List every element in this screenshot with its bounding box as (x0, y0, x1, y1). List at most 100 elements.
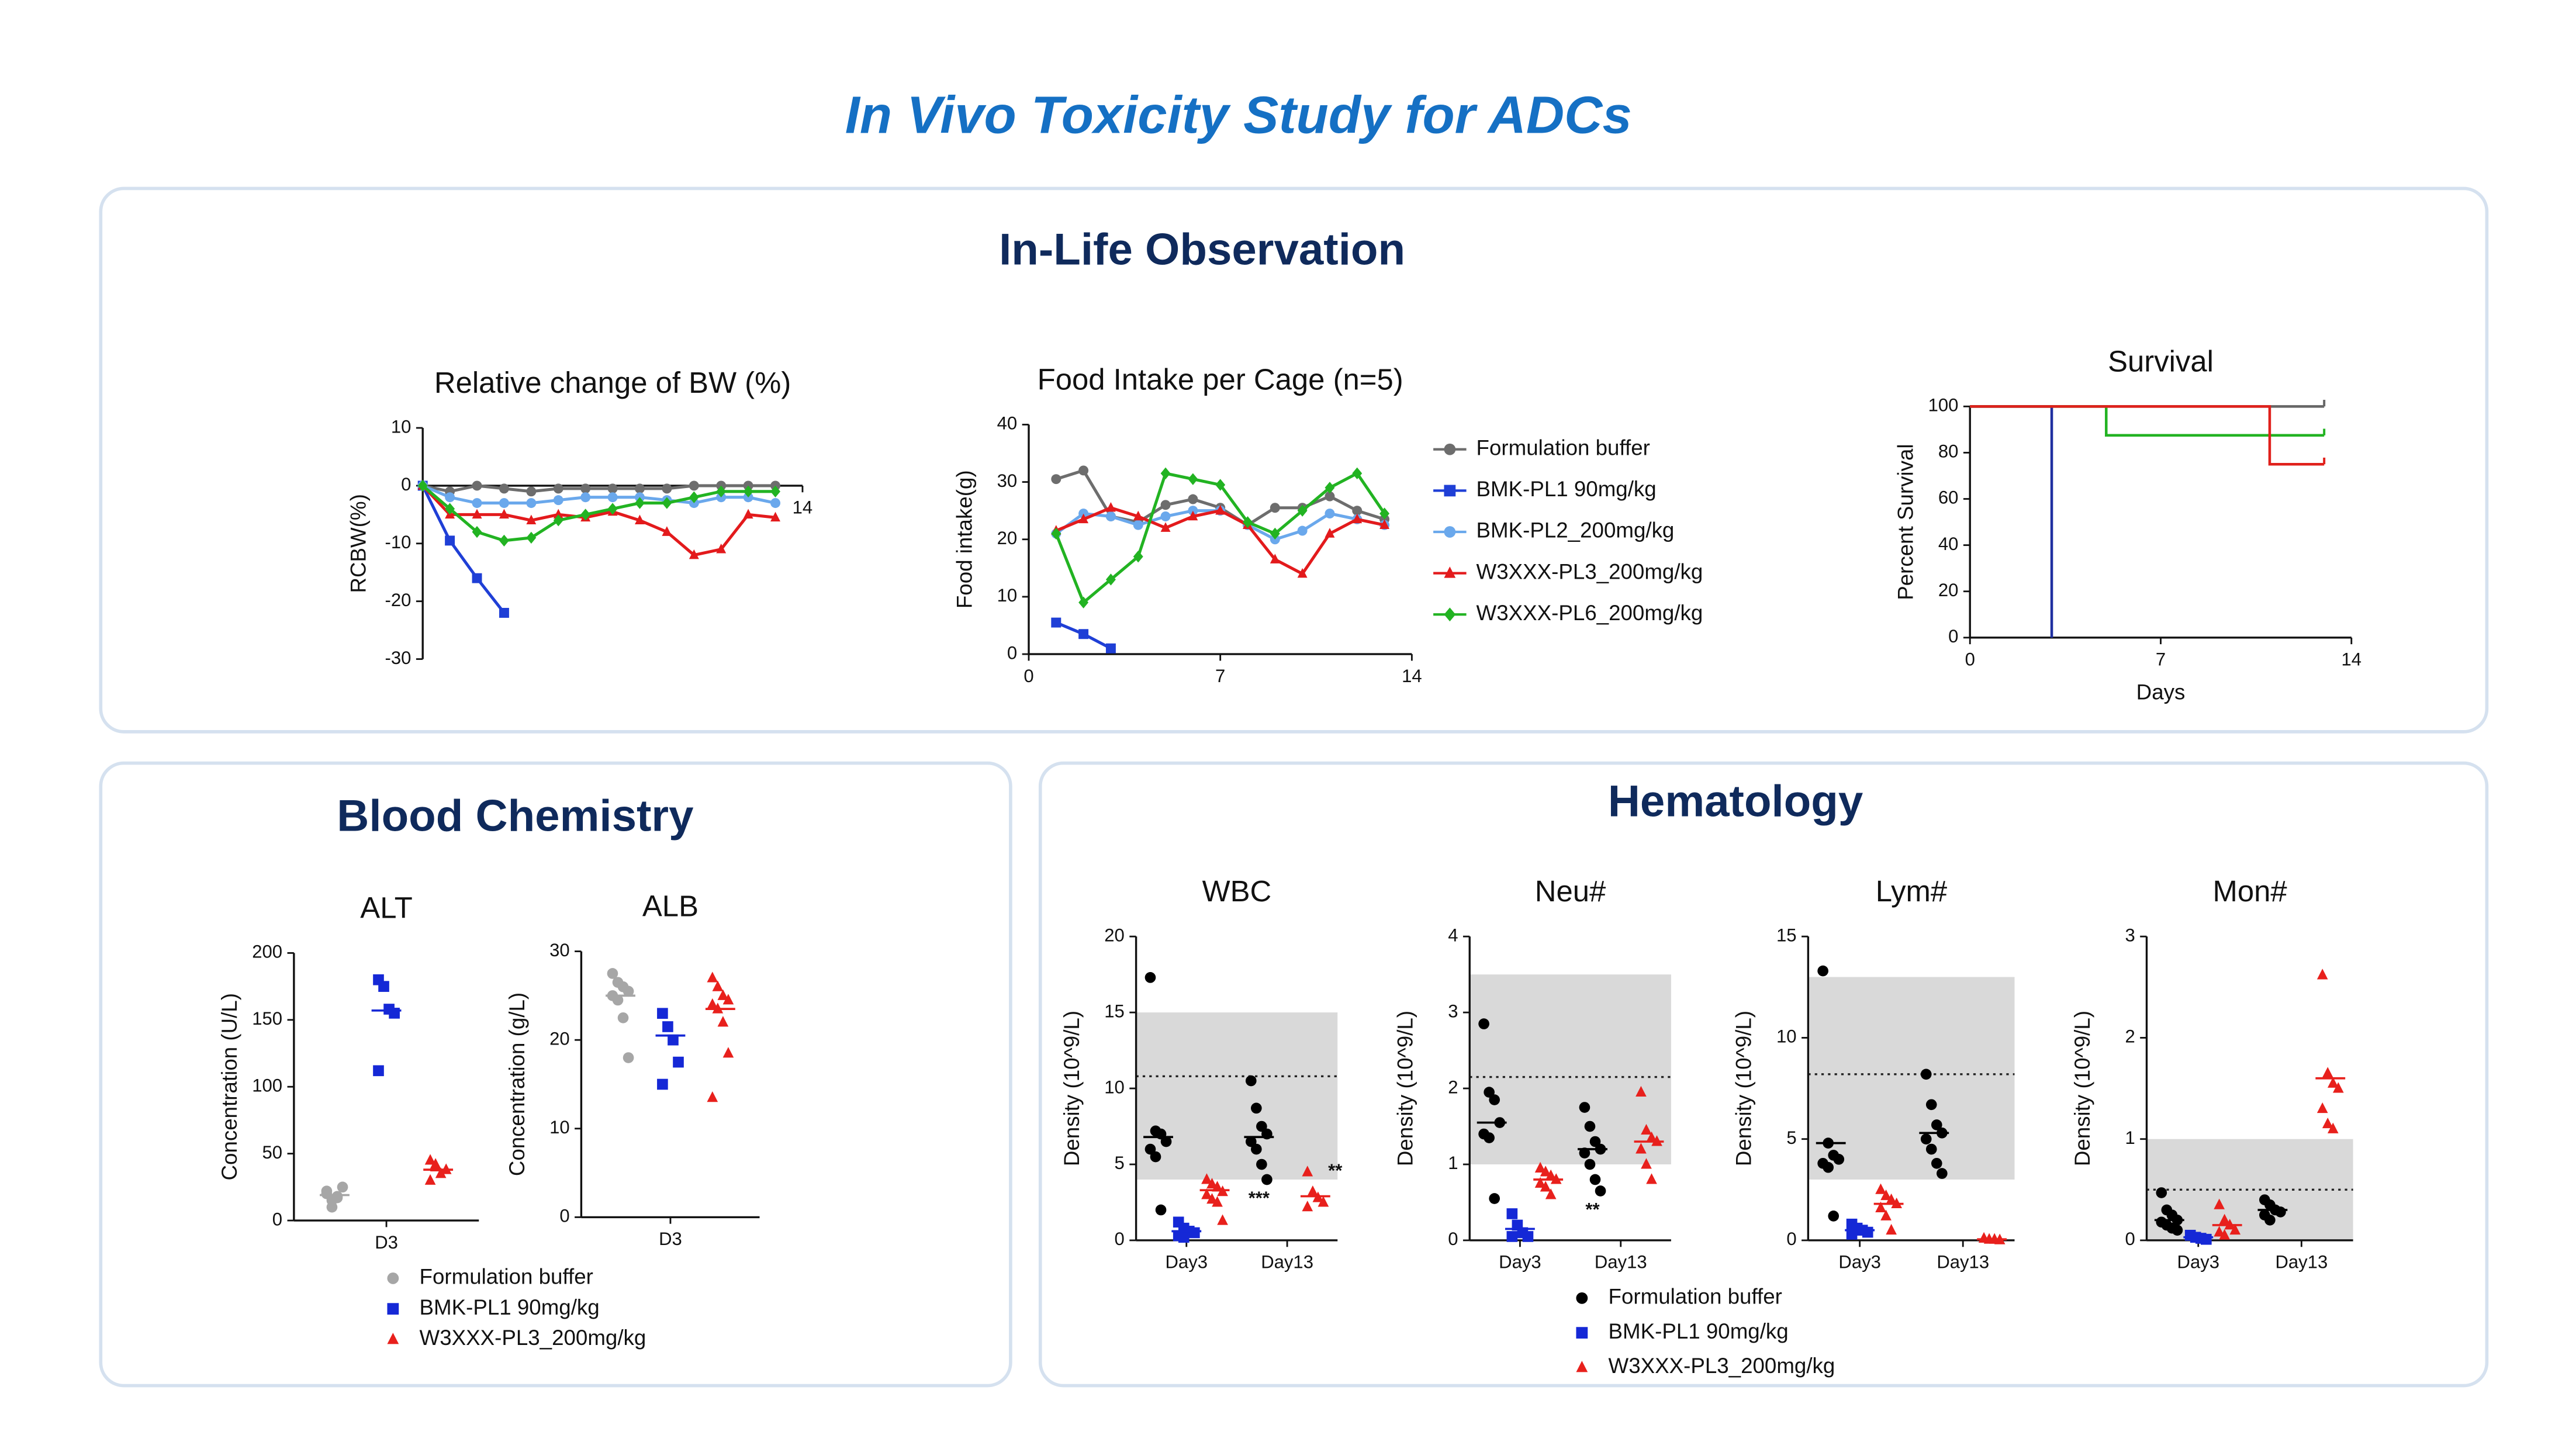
y-tick-label: 50 (262, 1142, 283, 1163)
data-point (1379, 507, 1390, 520)
data-point (472, 498, 482, 509)
data-point (717, 1016, 729, 1027)
x-tick-label: Day13 (2275, 1252, 2328, 1272)
data-point (1595, 1185, 1606, 1197)
data-point (1920, 1133, 1932, 1145)
x-tick-label: Day3 (2177, 1252, 2220, 1272)
data-point (499, 607, 509, 618)
legend-label: BMK-PL1 90mg/kg (1477, 477, 1657, 501)
data-point (662, 497, 672, 509)
y-tick-label: 20 (997, 528, 1018, 548)
y-tick-label: 60 (1938, 487, 1959, 508)
data-point (417, 479, 428, 492)
data-point (1920, 1068, 1932, 1080)
data-point (2327, 1122, 2339, 1133)
y-tick-label: 0 (1448, 1229, 1458, 1249)
data-point (1635, 1143, 1647, 1154)
legend-label: BMK-PL1 90mg/kg (1609, 1319, 1789, 1343)
data-point (424, 1154, 436, 1165)
legend-marker (1444, 526, 1456, 538)
data-point (2219, 1229, 2231, 1240)
y-tick-label: 1 (2125, 1128, 2135, 1148)
data-point (707, 1091, 718, 1102)
data-point (1297, 525, 1308, 536)
data-point (1484, 1087, 1495, 1098)
data-point (1880, 1189, 1892, 1201)
y-tick-label: 4 (1448, 925, 1458, 945)
data-point (1635, 1085, 1647, 1097)
data-point (1144, 972, 1156, 983)
chart-title: Lym# (1876, 874, 1948, 908)
data-point (1256, 1121, 1267, 1132)
data-point (1589, 1174, 1601, 1185)
annotation: *** (1249, 1188, 1270, 1208)
data-point (657, 1008, 668, 1019)
y-tick-label: 3 (2125, 925, 2135, 945)
data-point (1215, 479, 1226, 491)
data-point (2333, 1082, 2344, 1093)
data-point (1886, 1223, 1897, 1235)
data-point (607, 492, 618, 503)
data-point (1325, 528, 1335, 538)
y-tick-label: 100 (1928, 395, 1959, 416)
data-point (607, 503, 618, 515)
data-point (635, 514, 645, 525)
annotation: ** (1328, 1160, 1343, 1181)
data-point (499, 509, 509, 519)
legend-label: BMK-PL1 90mg/kg (420, 1295, 600, 1319)
data-point (1584, 1121, 1596, 1132)
data-point (1828, 1211, 1839, 1222)
legend-marker (1576, 1327, 1588, 1339)
data-point (445, 535, 455, 546)
x-tick-label: 0 (1024, 666, 1033, 686)
data-point (1545, 1169, 1557, 1180)
data-point (2316, 969, 2328, 980)
data-point (1352, 513, 1363, 524)
data-point (1540, 1166, 1551, 1177)
data-point (1522, 1231, 1534, 1242)
data-point (1937, 1168, 1948, 1179)
data-point (1188, 494, 1198, 504)
data-point (499, 534, 509, 547)
legend-label: Formulation buffer (420, 1265, 593, 1289)
data-point (1846, 1229, 1858, 1240)
data-point (1051, 474, 1061, 485)
y-tick-label: 0 (272, 1209, 282, 1229)
y-tick-label: 40 (997, 413, 1018, 434)
data-point (445, 503, 455, 515)
series-line (421, 485, 776, 542)
y-tick-label: 80 (1938, 441, 1959, 462)
y-tick-label: 15 (1104, 1001, 1125, 1021)
data-point (2229, 1223, 2241, 1235)
data-point (378, 981, 389, 992)
data-point (1478, 1018, 1489, 1029)
y-tick-label: 30 (997, 471, 1018, 491)
legend-marker (1444, 485, 1456, 497)
legend-marker (1444, 566, 1456, 578)
legend-marker (387, 1303, 399, 1315)
x-tick-label: D3 (375, 1232, 398, 1253)
data-point (662, 526, 672, 536)
data-point (1250, 1102, 1262, 1114)
y-tick-label: 5 (1115, 1153, 1125, 1173)
y-axis-label: Density (10^9/L) (1394, 1011, 1417, 1166)
data-point (1133, 551, 1143, 563)
y-tick-label: 0 (1948, 626, 1958, 646)
data-point (607, 483, 618, 494)
data-point (472, 573, 482, 583)
data-point (1931, 1157, 1942, 1169)
legend-label: W3XXX-PL3_200mg/kg (1609, 1354, 1835, 1378)
y-tick-label: 10 (549, 1117, 570, 1137)
data-point (499, 498, 509, 509)
data-point (1489, 1094, 1500, 1105)
panel (99, 761, 1012, 1388)
data-point (712, 980, 724, 991)
legend-marker (1444, 607, 1456, 622)
data-point (373, 1065, 384, 1077)
data-point (1160, 522, 1171, 532)
y-tick-label: 0 (1007, 642, 1017, 663)
data-point (1051, 527, 1061, 540)
x-tick-label: Day3 (1166, 1252, 1208, 1272)
legend-label: Formulation buffer (1477, 435, 1650, 459)
data-point (1302, 1201, 1313, 1212)
